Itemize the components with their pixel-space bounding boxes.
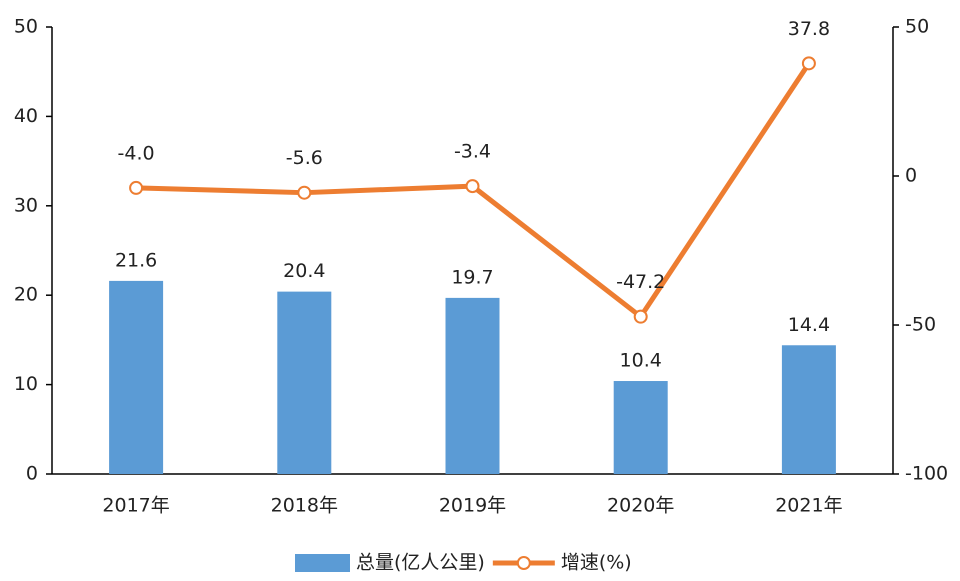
bar-value-label: 20.4 (283, 260, 325, 282)
line-marker (297, 185, 312, 200)
bar (445, 297, 500, 474)
line-value-label: -3.4 (454, 141, 491, 163)
x-tick-label: 2018年 (271, 495, 338, 517)
y-tick-label: 50 (14, 16, 38, 38)
y2-tick-label: -100 (905, 463, 948, 485)
y-tick-label: 30 (14, 194, 38, 216)
legend-swatch-marker (516, 556, 531, 570)
line-value-label: -5.6 (286, 147, 323, 169)
y2-tick-label: 0 (905, 165, 917, 187)
x-tick-label: 2017年 (102, 495, 169, 517)
legend-label: 总量(亿人公里) (356, 552, 485, 574)
y2-tick-label: 50 (905, 16, 929, 38)
bar-value-label: 19.7 (451, 266, 493, 288)
bar (613, 381, 668, 474)
legend-label: 增速(%) (561, 552, 632, 574)
bar (109, 280, 164, 474)
line-marker (633, 309, 648, 324)
line-marker (129, 180, 144, 195)
bar-value-label: 21.6 (115, 249, 157, 271)
bar (277, 291, 332, 474)
y-tick-label: 10 (14, 373, 38, 395)
x-tick-label: 2021年 (775, 495, 842, 517)
line-value-label: -47.2 (616, 271, 665, 293)
y-tick-label: 40 (14, 105, 38, 127)
line-marker (465, 179, 480, 194)
line-marker (801, 56, 816, 71)
x-tick-label: 2020年 (607, 495, 674, 517)
y-tick-label: 0 (26, 463, 38, 485)
y-tick-label: 20 (14, 284, 38, 306)
y2-tick-label: -50 (905, 314, 936, 336)
legend-swatch (295, 554, 350, 572)
bar-value-label: 14.4 (788, 314, 830, 336)
bar (781, 345, 836, 474)
bar-value-label: 10.4 (620, 350, 662, 372)
line-value-label: -4.0 (118, 142, 155, 164)
line-value-label: 37.8 (788, 18, 830, 40)
x-tick-label: 2019年 (439, 495, 506, 517)
